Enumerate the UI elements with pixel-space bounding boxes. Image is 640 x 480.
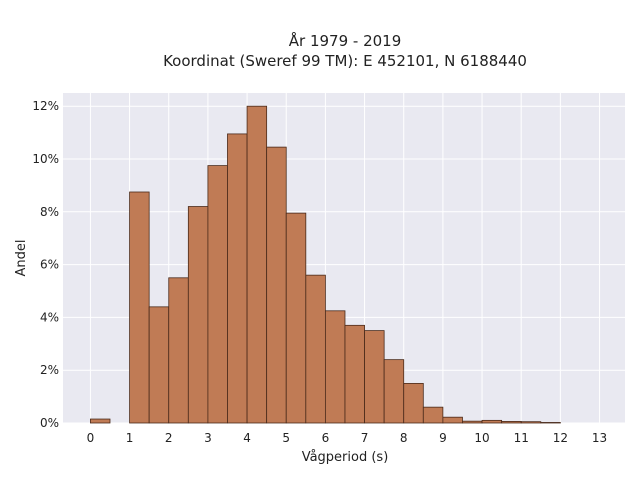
x-tick-label: 4 bbox=[243, 431, 251, 445]
chart-title: År 1979 - 2019 bbox=[289, 31, 402, 50]
bars bbox=[90, 105, 561, 424]
histogram-bar bbox=[285, 212, 307, 424]
histogram-bar bbox=[227, 133, 248, 424]
y-tick-label: 0% bbox=[40, 416, 59, 430]
x-axis-label: Vågperiod (s) bbox=[302, 450, 389, 465]
x-tick-label: 2 bbox=[165, 431, 173, 445]
x-tick-label: 7 bbox=[361, 431, 369, 445]
chart-subtitle: Koordinat (Sweref 99 TM): E 452101, N 61… bbox=[163, 52, 527, 70]
histogram-bar bbox=[266, 146, 287, 424]
histogram-bar bbox=[520, 421, 542, 424]
y-tick-label: 6% bbox=[40, 258, 59, 272]
histogram-bar bbox=[168, 277, 189, 424]
histogram-bar bbox=[90, 418, 111, 424]
histogram-bar bbox=[207, 165, 228, 424]
x-tick-label: 3 bbox=[204, 431, 212, 445]
histogram-bar bbox=[364, 330, 385, 424]
histogram-bar bbox=[305, 274, 326, 424]
x-tick-label: 11 bbox=[514, 431, 529, 445]
histogram-bar bbox=[129, 191, 150, 424]
x-tick-label: 8 bbox=[400, 431, 408, 445]
histogram-bar bbox=[422, 406, 444, 424]
histogram-bar bbox=[344, 324, 365, 424]
x-tick-label: 1 bbox=[126, 431, 134, 445]
x-tick-label: 6 bbox=[322, 431, 330, 445]
histogram-bar bbox=[481, 419, 503, 424]
x-tick-label: 0 bbox=[87, 431, 95, 445]
x-tick-label: 12 bbox=[553, 431, 568, 445]
y-tick-label: 4% bbox=[40, 310, 59, 324]
y-tick-label: 2% bbox=[40, 363, 59, 377]
histogram-bar bbox=[187, 206, 209, 424]
y-axis-ticks: 0% 2% 4% 6% 8% 10% 12% bbox=[32, 99, 59, 430]
x-tick-label: 5 bbox=[282, 431, 290, 445]
y-tick-label: 12% bbox=[32, 99, 59, 113]
x-tick-label: 13 bbox=[592, 431, 607, 445]
x-tick-label: 10 bbox=[474, 431, 489, 445]
histogram-bar bbox=[540, 422, 561, 424]
histogram-bar bbox=[403, 382, 424, 424]
y-axis-label: Andel bbox=[14, 240, 29, 277]
x-tick-label: 9 bbox=[439, 431, 447, 445]
histogram-bar bbox=[442, 416, 463, 424]
histogram-bar bbox=[462, 420, 483, 424]
histogram-bar bbox=[383, 359, 405, 424]
histogram-bar bbox=[246, 105, 268, 424]
x-axis-ticks: 0 1 2 3 4 5 6 7 8 9 10 11 12 13 bbox=[87, 431, 608, 445]
histogram-bar bbox=[324, 310, 346, 424]
y-tick-label: 8% bbox=[40, 205, 59, 219]
y-tick-label: 10% bbox=[32, 152, 59, 166]
histogram-bar bbox=[148, 306, 170, 424]
histogram-bar bbox=[501, 421, 522, 424]
